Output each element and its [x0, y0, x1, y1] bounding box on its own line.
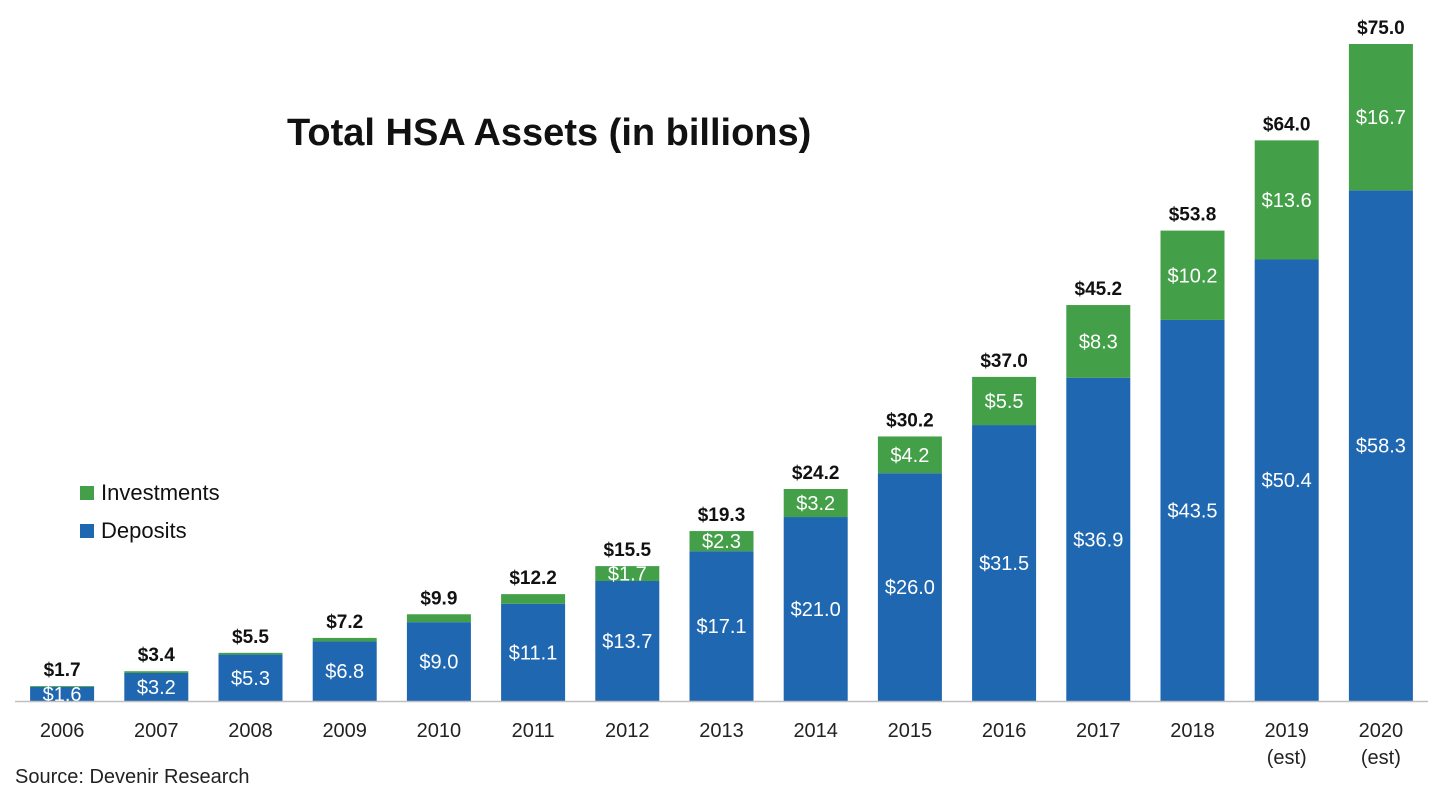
bar-investments — [1348, 44, 1413, 191]
bar-investments — [595, 566, 660, 581]
bar-deposits — [30, 686, 95, 701]
x-tick-label: 2020 — [1359, 720, 1404, 742]
total-label: $19.3 — [698, 505, 746, 526]
bar-deposits — [218, 654, 283, 701]
total-label: $53.8 — [1169, 205, 1217, 226]
x-tick-label: 2013 — [699, 720, 744, 742]
data-label-deposits: $9.0 — [419, 652, 458, 674]
total-label: $24.2 — [792, 463, 840, 484]
data-label-deposits: $11.1 — [509, 642, 558, 664]
data-label-investments: $10.2 — [1167, 265, 1217, 287]
data-label-deposits: $13.7 — [602, 631, 652, 653]
total-label: $12.2 — [509, 568, 557, 589]
total-label: $75.0 — [1357, 18, 1405, 39]
bar-deposits — [689, 551, 754, 701]
total-label: $37.0 — [980, 351, 1028, 372]
x-tick-label: 2016 — [982, 720, 1027, 742]
x-tick-label: 2011 — [512, 720, 555, 742]
source-note: Source: Devenir Research — [15, 766, 250, 788]
bar-deposits — [1160, 319, 1225, 701]
data-label-investments: $4.2 — [890, 445, 929, 467]
bar-investments — [30, 686, 95, 687]
bar-deposits — [783, 517, 848, 701]
data-label-deposits: $21.0 — [791, 599, 841, 621]
data-label-investments: $5.5 — [985, 391, 1024, 413]
total-label: $64.0 — [1263, 114, 1311, 135]
x-tick-label: 2019 — [1264, 720, 1309, 742]
total-label: $5.5 — [232, 627, 269, 648]
bar-investments — [1254, 140, 1319, 260]
legend-item-deposits: Deposits — [80, 512, 220, 550]
data-label-deposits: $43.5 — [1167, 500, 1217, 522]
total-label: $45.2 — [1075, 279, 1123, 300]
total-label: $30.2 — [886, 410, 934, 431]
data-label-deposits: $5.3 — [231, 668, 270, 690]
bar-deposits — [501, 603, 566, 701]
data-label-deposits: $58.3 — [1356, 436, 1406, 458]
bar-investments — [501, 594, 566, 604]
bar-deposits — [1254, 259, 1319, 701]
bar-investments — [783, 489, 848, 518]
data-label-deposits: $31.5 — [979, 553, 1029, 575]
x-tick-label: 2012 — [605, 720, 650, 742]
data-label-investments: $3.2 — [796, 493, 835, 515]
total-label: $9.9 — [420, 588, 457, 609]
total-label: $7.2 — [326, 612, 363, 633]
chart-title: Total HSA Assets (in billions) — [287, 112, 812, 154]
data-label-deposits: $1.6 — [43, 684, 82, 706]
data-label-investments: $13.6 — [1262, 190, 1312, 212]
bar-investments — [1066, 305, 1131, 378]
x-tick-label: (est) — [1361, 747, 1401, 769]
bar-investments — [1160, 230, 1225, 320]
data-label-investments: $16.7 — [1356, 107, 1406, 129]
bar-deposits — [312, 641, 377, 701]
total-label: $15.5 — [604, 540, 652, 561]
data-label-deposits: $26.0 — [885, 577, 935, 599]
x-tick-label: 2015 — [888, 720, 933, 742]
x-tick-label: (est) — [1267, 747, 1307, 769]
bar-investments — [689, 531, 754, 552]
bar-investments — [124, 671, 189, 673]
bar-deposits — [124, 672, 189, 701]
data-label-investments: $1.7 — [608, 564, 647, 586]
legend-label-investments: Investments — [101, 480, 220, 505]
legend-swatch-investments — [80, 486, 94, 500]
bar-investments — [218, 652, 283, 655]
x-tick-label: 2014 — [793, 720, 838, 742]
x-tick-label: 2018 — [1170, 720, 1215, 742]
legend: Investments Deposits — [80, 474, 220, 550]
x-tick-label: 2007 — [134, 720, 179, 742]
x-tick-label: 2010 — [417, 720, 462, 742]
bar-investments — [312, 637, 377, 642]
bar-deposits — [1348, 190, 1413, 702]
data-label-investments: $2.3 — [702, 531, 741, 553]
total-label: $3.4 — [138, 645, 175, 666]
bar-investments — [972, 376, 1037, 426]
bar-deposits — [595, 580, 660, 701]
legend-label-deposits: Deposits — [101, 518, 187, 543]
bar-deposits — [1066, 377, 1131, 701]
bar-deposits — [406, 622, 471, 701]
data-label-deposits: $36.9 — [1073, 529, 1123, 551]
data-label-deposits: $3.2 — [137, 677, 176, 699]
x-tick-label: 2017 — [1076, 720, 1121, 742]
bar-deposits — [972, 425, 1037, 701]
x-tick-label: 2006 — [40, 720, 85, 742]
total-label: $1.7 — [44, 660, 81, 681]
legend-item-investments: Investments — [80, 474, 220, 512]
bar-deposits — [877, 473, 942, 701]
data-label-deposits: $50.4 — [1262, 470, 1312, 492]
x-tick-label: 2009 — [322, 720, 367, 742]
legend-swatch-deposits — [80, 524, 94, 538]
x-tick-label: 2008 — [228, 720, 273, 742]
bar-investments — [877, 436, 942, 474]
data-label-deposits: $17.1 — [696, 616, 746, 638]
data-label-deposits: $6.8 — [325, 661, 364, 683]
bar-investments — [406, 614, 471, 623]
data-label-investments: $8.3 — [1079, 331, 1118, 353]
